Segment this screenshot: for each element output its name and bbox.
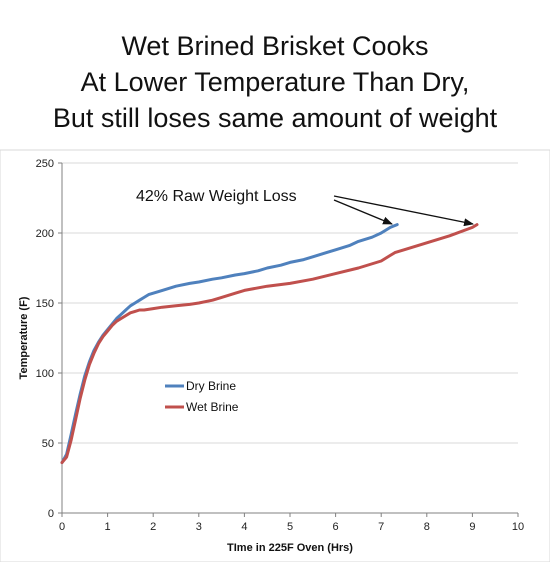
- chart-title: Wet Brined Brisket Cooks At Lower Temper…: [0, 28, 550, 136]
- legend-label-dry-brine: Dry Brine: [186, 379, 236, 393]
- y-tick-label: 100: [36, 368, 54, 380]
- x-tick-label: 6: [333, 521, 339, 533]
- annotation-text: 42% Raw Weight Loss: [136, 188, 297, 205]
- x-tick-label: 9: [469, 521, 475, 533]
- legend: Dry Brine Wet Brine: [165, 379, 239, 414]
- series-line-wet-brine: [60, 223, 479, 465]
- x-tick-label: 3: [196, 521, 202, 533]
- y-axis-label: Temperature (F): [18, 296, 30, 379]
- series-lines: [60, 223, 479, 465]
- annotation: 42% Raw Weight Loss: [136, 188, 474, 227]
- gridlines: [62, 162, 518, 444]
- y-tick-label: 250: [36, 158, 54, 170]
- y-tick-label: 200: [36, 228, 54, 240]
- x-axis-label: TIme in 225F Oven (Hrs): [227, 542, 353, 554]
- y-tick-labels: 0 50 100 150 200 250: [36, 158, 54, 520]
- y-tick-label: 0: [48, 508, 54, 520]
- annotation-arrow-wet: [333, 195, 474, 227]
- x-tick-label: 1: [105, 521, 111, 533]
- x-tick-label: 7: [378, 521, 384, 533]
- y-tick-label: 150: [36, 298, 54, 310]
- annotation-arrow-dry: [333, 199, 393, 225]
- x-tick-label: 2: [150, 521, 156, 533]
- x-tick-label: 5: [287, 521, 293, 533]
- x-tick-label: 4: [241, 521, 247, 533]
- chart-title-line-2: At Lower Temperature Than Dry,: [80, 67, 470, 97]
- chart-title-line-1: Wet Brined Brisket Cooks: [121, 31, 429, 61]
- x-tick-label: 0: [59, 521, 65, 533]
- axes: [58, 162, 519, 517]
- x-tick-label: 10: [512, 521, 524, 533]
- chart-title-line-3: But still loses same amount of weight: [52, 103, 498, 133]
- x-tick-label: 8: [424, 521, 430, 533]
- y-tick-label: 50: [42, 438, 54, 450]
- chart-area-border: [0, 149, 550, 562]
- x-tick-labels: 0 1 2 3 4 5 6 7 8 9 10: [59, 521, 524, 533]
- legend-label-wet-brine: Wet Brine: [186, 400, 239, 414]
